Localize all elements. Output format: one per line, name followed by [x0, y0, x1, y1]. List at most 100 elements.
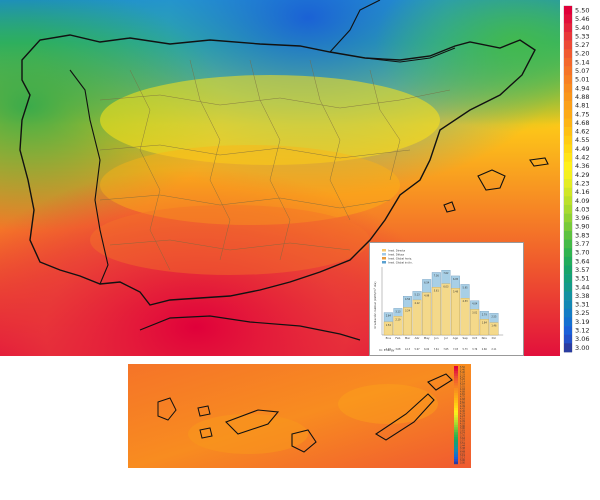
- scale-swatch: [564, 40, 572, 50]
- scale-tick-label: 4.23: [575, 179, 589, 187]
- canary-scale-svg: 5.505.465.405.335.275.205.145.075.014.94…: [454, 366, 465, 465]
- scale-tick-label: 3.70: [575, 249, 589, 257]
- canary-scale-swatch: [454, 449, 458, 452]
- inset-legend-swatch: [382, 261, 386, 264]
- inset-month-label: Dic: [492, 336, 497, 340]
- canary-scale-tick-label: 3.25: [460, 452, 465, 455]
- canary-scale-tick-label: 4.42: [460, 408, 465, 411]
- canary-scale-swatch: [454, 424, 458, 428]
- scale-swatch: [564, 204, 572, 214]
- scale-tick-label: 3.57: [575, 266, 589, 274]
- scale-swatch: [564, 57, 572, 67]
- inset-row-label: Irr. Energy: [379, 348, 395, 352]
- canary-scale-tick-label: 3.12: [460, 457, 465, 460]
- canary-scale-swatch: [454, 388, 458, 391]
- canary-scale-swatch: [454, 392, 458, 396]
- canary-scale-swatch: [454, 434, 458, 438]
- canary-scale-tick-label: 4.16: [460, 417, 465, 420]
- scale-swatch: [564, 213, 572, 223]
- tenerife-island: [225, 409, 280, 435]
- canary-scale-tick-label: 3.51: [460, 442, 465, 445]
- scale-tick-label: 4.42: [575, 154, 589, 162]
- inset-bar-direct: [393, 316, 403, 336]
- scale-swatch: [564, 144, 572, 154]
- iberia-map-svg: [0, 0, 560, 356]
- scale-swatch: [564, 75, 572, 85]
- canary-scale-swatch: [454, 429, 458, 433]
- canary-scale-tick-label: 5.40: [460, 371, 465, 374]
- inset-month-label: Oct: [472, 336, 478, 340]
- scale-swatch: [564, 187, 572, 197]
- canary-scale-tick-label: 5.33: [460, 373, 465, 376]
- inset-legend-label: Irrad. Global inclin.: [388, 260, 413, 264]
- canary-scale-tick-label: 3.19: [460, 454, 465, 457]
- canary-color-scale: 5.50 5.46 5.40 5.33 5.27 5.20 5.14 5.07 5.01 4.94…: [453, 364, 469, 468]
- scale-swatch: [564, 127, 572, 137]
- canary-scale-swatch: [454, 402, 458, 406]
- canary-scale-swatch: [454, 459, 458, 462]
- canary-scale-tick-label: 3.70: [460, 435, 465, 438]
- inset-month-label: Sep: [462, 336, 467, 340]
- inset-bar-direct: [489, 322, 499, 336]
- scale-swatch: [564, 256, 572, 266]
- canary-scale-swatch: [454, 441, 458, 445]
- canary-scale-swatch: [454, 437, 458, 440]
- scale-tick-label: 5.14: [575, 58, 589, 66]
- scale-tick-label: 4.29: [575, 171, 589, 179]
- balearic-ibiza: [443, 201, 456, 213]
- inset-row-value: 2.48: [386, 348, 392, 351]
- canary-islands-map: [128, 364, 471, 468]
- inset-month-label: Jun: [433, 336, 439, 340]
- inset-legend-swatch: [382, 257, 386, 260]
- inset-top-value-label: 7.36: [434, 274, 440, 277]
- scale-tick-label: 4.36: [575, 162, 589, 170]
- inset-row-value: 7.65: [443, 348, 449, 351]
- canary-scale-swatch: [454, 456, 458, 460]
- inset-row-value: 3.76: [472, 348, 478, 351]
- inset-legend-label: Irrad. Difusa: [388, 252, 404, 256]
- scale-swatch: [564, 274, 572, 284]
- scale-tick-label: 3.12: [575, 327, 589, 335]
- canary-scale-swatch: [454, 380, 458, 384]
- fuerteventura-island: [374, 393, 435, 441]
- iberia-irradiation-map: [0, 0, 560, 356]
- canary-scale-swatch: [454, 385, 458, 389]
- scale-swatch: [564, 248, 572, 258]
- canary-scale-tick-label: 4.55: [460, 403, 465, 406]
- canary-scale-tick-label: 5.20: [460, 378, 465, 381]
- inset-month-label: Ene: [386, 336, 392, 340]
- canary-scale-swatch: [454, 366, 458, 369]
- canary-scale-swatch: [454, 415, 458, 418]
- canary-scale-tick-label: 3.64: [460, 437, 465, 440]
- scale-tick-label: 4.16: [575, 188, 589, 196]
- inset-legend-label: Irrad. Global horiz.: [388, 256, 412, 260]
- inset-row-value: 2.11: [491, 348, 497, 351]
- scale-tick-label: 4.09: [575, 197, 589, 205]
- inset-top-value-label: 5.95: [463, 286, 469, 289]
- scale-tick-label: 3.00: [575, 344, 589, 352]
- inset-bars: 2.64 1.54 Ene 2.48 3.13 2.19 Feb 3.08 4.56 3.24 Ma…: [381, 267, 504, 351]
- inset-month-label: Jul: [443, 336, 448, 340]
- inset-bar-direct: [451, 288, 460, 336]
- canary-scale-tick-label: 5.01: [460, 386, 465, 389]
- canary-map-svg: [128, 364, 471, 468]
- el-hierro-island: [199, 427, 213, 439]
- scale-swatch: [564, 308, 572, 318]
- inset-top-value-label: 3.13: [395, 310, 401, 313]
- scale-swatch: [564, 222, 572, 232]
- inset-top-value-label: 7.62: [443, 272, 449, 275]
- monthly-irradiation-inset-chart: Irrad. Directa Irrad. Difusa Irrad. Global…: [369, 242, 524, 356]
- canary-scale-tick-label: 3.38: [460, 447, 465, 450]
- inset-bar-direct: [383, 321, 393, 336]
- canary-scale-swatch: [454, 451, 458, 455]
- canary-scale-tick-label: 3.31: [460, 449, 465, 452]
- balearic-mallorca: [477, 169, 506, 191]
- canary-scale-tick-label: 3.06: [460, 459, 465, 462]
- inset-top-value-label: 2.55: [491, 315, 497, 318]
- inset-row-value: 5.07: [415, 348, 421, 351]
- scale-tick-label: 4.55: [575, 136, 589, 144]
- africa-coastline: [139, 315, 361, 341]
- inset-top-value-label: 5.13: [415, 293, 421, 296]
- scale-tick-label: 3.25: [575, 309, 589, 317]
- scale-swatch: [564, 23, 572, 33]
